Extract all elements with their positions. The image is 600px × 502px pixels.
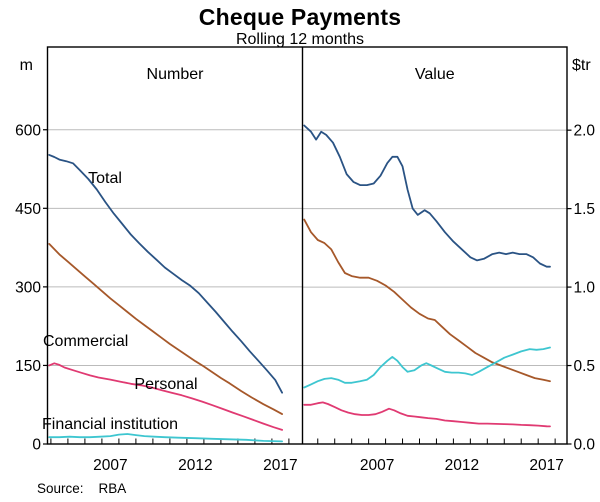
- series-label-commercial: Commercial: [43, 333, 128, 350]
- series-line-financial-institution-number: [48, 433, 284, 443]
- chart-subtitle: Rolling 12 months: [235, 31, 365, 48]
- y-tick-label-number: 300: [15, 279, 41, 296]
- axis-unit-number: m: [20, 57, 33, 74]
- series-line-commercial-number: [48, 242, 284, 416]
- panel-label-number: Number: [147, 66, 205, 83]
- plot-border: [46, 46, 568, 445]
- source-value: RBA: [98, 481, 127, 496]
- x-tick-label-number: 2017: [263, 457, 297, 474]
- x-tick-label-number: 2007: [93, 457, 127, 474]
- panel-label-value: Value: [415, 66, 455, 83]
- series-line-personal-value: [303, 401, 551, 428]
- y-tick-label-number: 0: [32, 437, 41, 454]
- series-line-commercial-value: [303, 218, 551, 383]
- x-tick-label-value: 2017: [529, 457, 563, 474]
- series-label-financial-institution: Financial institution: [42, 416, 178, 433]
- series-line-personal-number: [48, 362, 284, 431]
- x-tick-label-value: 2012: [445, 457, 479, 474]
- y-tick-label-value: 2.0: [574, 123, 596, 140]
- x-tick-label-number: 2012: [178, 457, 212, 474]
- series-label-personal: Personal: [134, 376, 197, 393]
- panel-value: 0.0 0.5 1.0 1.5 2.0 2007 2012 2017 Value $tr: [302, 57, 596, 474]
- source-label: Source:: [37, 481, 84, 496]
- series-line-total-number: [48, 153, 284, 394]
- y-tick-label-value: 1.5: [574, 201, 596, 218]
- chart-title: Cheque Payments: [198, 4, 402, 30]
- source-note: Source: RBA: [37, 481, 126, 496]
- series-line-financial-institution-value: [303, 346, 551, 389]
- x-tick-label-value: 2007: [360, 457, 394, 474]
- panel-number: 0 150 300 450 600 2007 2012 2017 Number m Total Com…: [15, 57, 303, 474]
- y-tick-label-number: 450: [15, 201, 41, 218]
- axis-unit-value: $tr: [572, 57, 591, 74]
- y-tick-label-value: 0.5: [574, 358, 596, 375]
- y-tick-label-number: 600: [15, 122, 41, 139]
- y-tick-label-number: 150: [15, 358, 41, 375]
- y-tick-label-value: 1.0: [574, 280, 596, 297]
- series-line-total-value: [303, 124, 551, 268]
- y-tick-label-value: 0.0: [574, 437, 596, 454]
- series-label-total: Total: [88, 170, 122, 187]
